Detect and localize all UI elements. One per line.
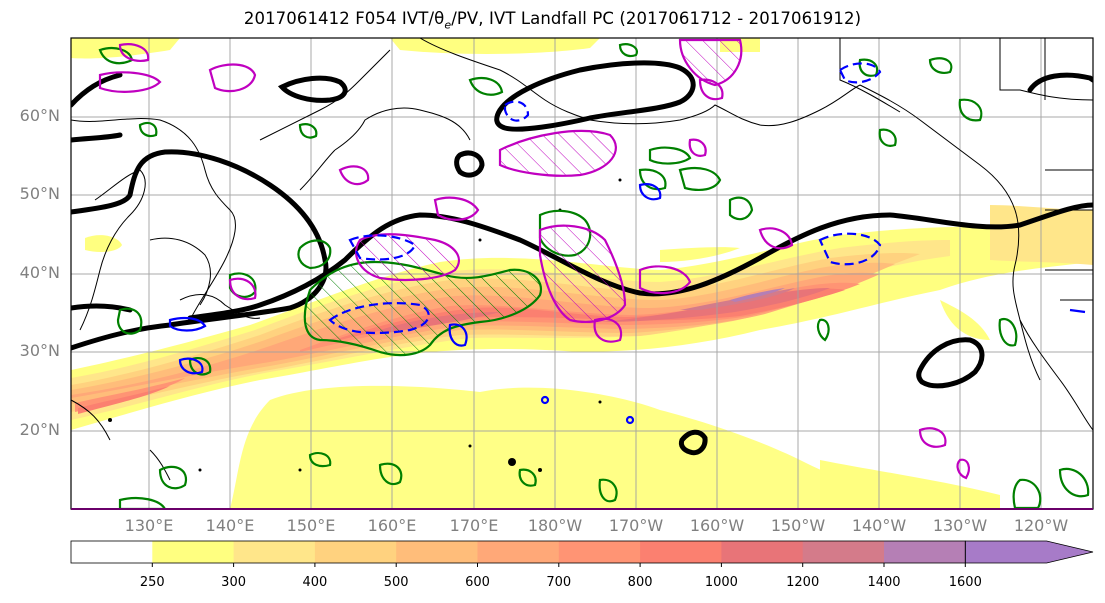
lon-label: 120°W: [1013, 516, 1069, 535]
colorbar-segment: [640, 541, 722, 563]
lon-label: 140°W: [851, 516, 907, 535]
colorbar-tick-label: 500: [383, 575, 409, 590]
colorbar-segment: [884, 541, 966, 563]
colorbar-tick-label: 1200: [786, 575, 820, 590]
colorbar-extend-arrow: [964, 540, 1094, 564]
lat-label: 50°N: [19, 184, 60, 203]
lon-label: 170°W: [608, 516, 664, 535]
colorbar-tick-label: 1000: [704, 575, 738, 590]
lon-label: 160°W: [689, 516, 745, 535]
colorbar-segment: [233, 541, 316, 563]
colorbar-segment: [71, 541, 153, 563]
lon-label: 180°W: [527, 516, 583, 535]
colorbar-tick-label: 1400: [867, 575, 901, 590]
lon-label: 140°E: [205, 516, 255, 535]
lon-label: 160°E: [367, 516, 417, 535]
colorbar-segment: [477, 541, 560, 563]
colorbar: [70, 540, 1094, 567]
colorbar-tick-label: 300: [221, 575, 246, 590]
lon-label: 150°W: [770, 516, 826, 535]
lon-label: 130°E: [124, 516, 174, 535]
colorbar-tick-label: 800: [627, 575, 653, 590]
colorbar-segment: [558, 541, 641, 563]
colorbar-tick-label: 700: [546, 575, 572, 590]
colorbar-tick-label: 600: [465, 575, 490, 590]
lat-label: 60°N: [19, 106, 60, 125]
ivt-fill-layer: [71, 38, 1093, 509]
colorbar-segment: [314, 541, 397, 563]
plot-title: 2017061412 F054 IVT/θe/PV, IVT Landfall …: [243, 9, 862, 32]
pv-blue-contours: [168, 62, 1086, 425]
colorbar-segment: [396, 541, 478, 563]
colorbar-segment: [152, 541, 235, 563]
lat-label: 20°N: [19, 420, 60, 439]
colorbar-frame: [70, 540, 966, 564]
lon-label: 150°E: [286, 516, 336, 535]
colorbar-segment: [802, 541, 885, 563]
colorbar-tick-label: 400: [302, 575, 328, 590]
lat-label: 30°N: [19, 341, 60, 360]
colorbar-segment: [721, 541, 804, 563]
lon-label: 170°E: [449, 516, 499, 535]
pv-magenta-contours: [98, 38, 970, 480]
colorbar-tick-label: 250: [139, 575, 165, 590]
lon-label: 130°W: [932, 516, 988, 535]
lat-label: 40°N: [19, 263, 60, 282]
colorbar-tick-label: 1600: [948, 575, 982, 590]
